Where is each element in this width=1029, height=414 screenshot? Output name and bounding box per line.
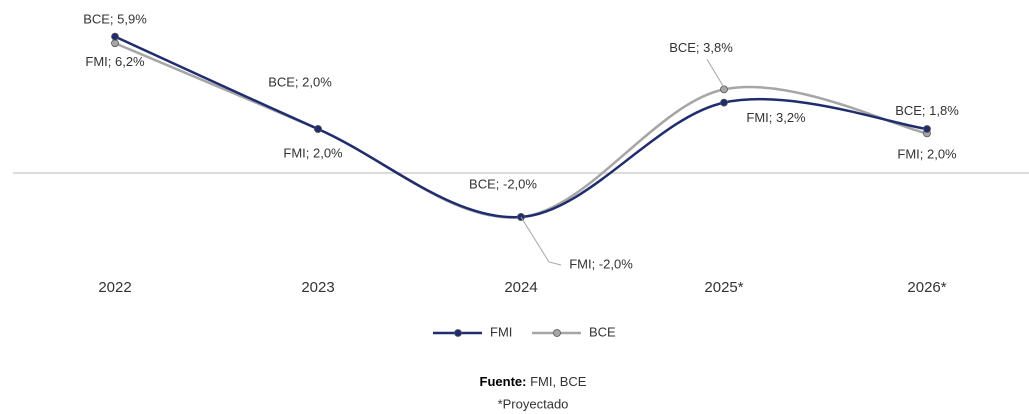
data-label: FMI; 2,0%: [897, 146, 957, 161]
x-tick-label: 2023: [301, 279, 334, 296]
source: FMI, BCE: [530, 374, 587, 389]
leader-line: [520, 216, 562, 266]
note: *Proyectado: [498, 396, 569, 411]
point: [314, 125, 322, 133]
data-label: BCE; 5,9%: [83, 12, 147, 27]
point: [923, 125, 931, 133]
point: [720, 85, 728, 94]
source-line: Fuente: FMI, BCE: [480, 374, 587, 389]
data-label: BCE; 1,8%: [895, 103, 959, 118]
x-tick-label: 2022: [98, 279, 131, 296]
data-label: FMI; -2,0%: [569, 256, 633, 271]
legend-marker: [553, 329, 561, 337]
x-tick-label: 2025*: [704, 279, 743, 296]
x-tick-label: 2024: [504, 279, 537, 296]
legend-marker: [454, 329, 462, 337]
point: [111, 32, 119, 41]
leader-line: [706, 59, 725, 88]
x-tick-label: 2026*: [907, 279, 946, 296]
data-label: FMI; 2,0%: [283, 145, 343, 160]
data-label: FMI; 3,2%: [746, 110, 806, 125]
data-label: BCE; -2,0%: [469, 176, 537, 191]
point: [720, 98, 728, 107]
point: [111, 39, 119, 48]
data-label: BCE; 3,8%: [669, 40, 733, 55]
legend-label: FMI: [490, 324, 512, 339]
legend-label: BCE: [589, 324, 616, 339]
data-label: BCE; 2,0%: [268, 74, 332, 89]
source-label: Fuente:: [480, 374, 527, 389]
data-label: FMI; 6,2%: [85, 54, 145, 69]
